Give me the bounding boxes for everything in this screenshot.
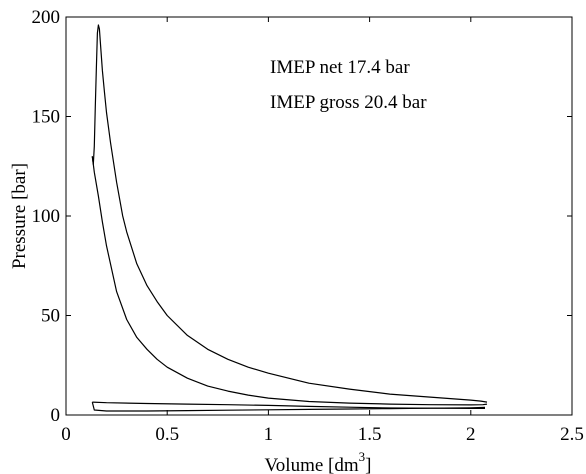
y-tick-label: 0: [51, 405, 61, 426]
series-layer: [91, 24, 488, 412]
y-axis-label: Pressure [bar]: [9, 163, 30, 269]
y-tick-label: 50: [41, 306, 60, 327]
x-axis-ticks: 0 0.5 1 1.5 2 2.5: [61, 17, 584, 445]
x-tick-label: 0: [61, 424, 71, 445]
x-axis-label-superscript: 3: [359, 449, 366, 464]
x-axis-label: Volume [dm3]: [265, 449, 372, 474]
series-line-3: [91, 401, 486, 412]
x-tick-label: 2: [466, 424, 476, 445]
x-tick-label: 2.5: [560, 424, 584, 445]
annotation-imep-gross: IMEP gross 20.4 bar: [270, 92, 427, 113]
y-tick-label: 150: [32, 107, 61, 128]
x-tick-label: 1.5: [358, 424, 382, 445]
x-axis-label-suffix: ]: [365, 455, 371, 474]
y-tick-label: 200: [32, 7, 61, 28]
series-line-2: [92, 401, 485, 409]
annotation-imep-net: IMEP net 17.4 bar: [270, 57, 410, 78]
x-tick-label: 0.5: [155, 424, 179, 445]
y-axis-ticks: 0 50 100 150 200: [32, 7, 572, 426]
x-tick-label: 1: [264, 424, 274, 445]
x-axis-label-base: Volume [dm: [265, 455, 359, 474]
y-tick-label: 100: [32, 206, 61, 227]
series-line-1: [91, 156, 488, 406]
series-line-0: [91, 24, 488, 403]
